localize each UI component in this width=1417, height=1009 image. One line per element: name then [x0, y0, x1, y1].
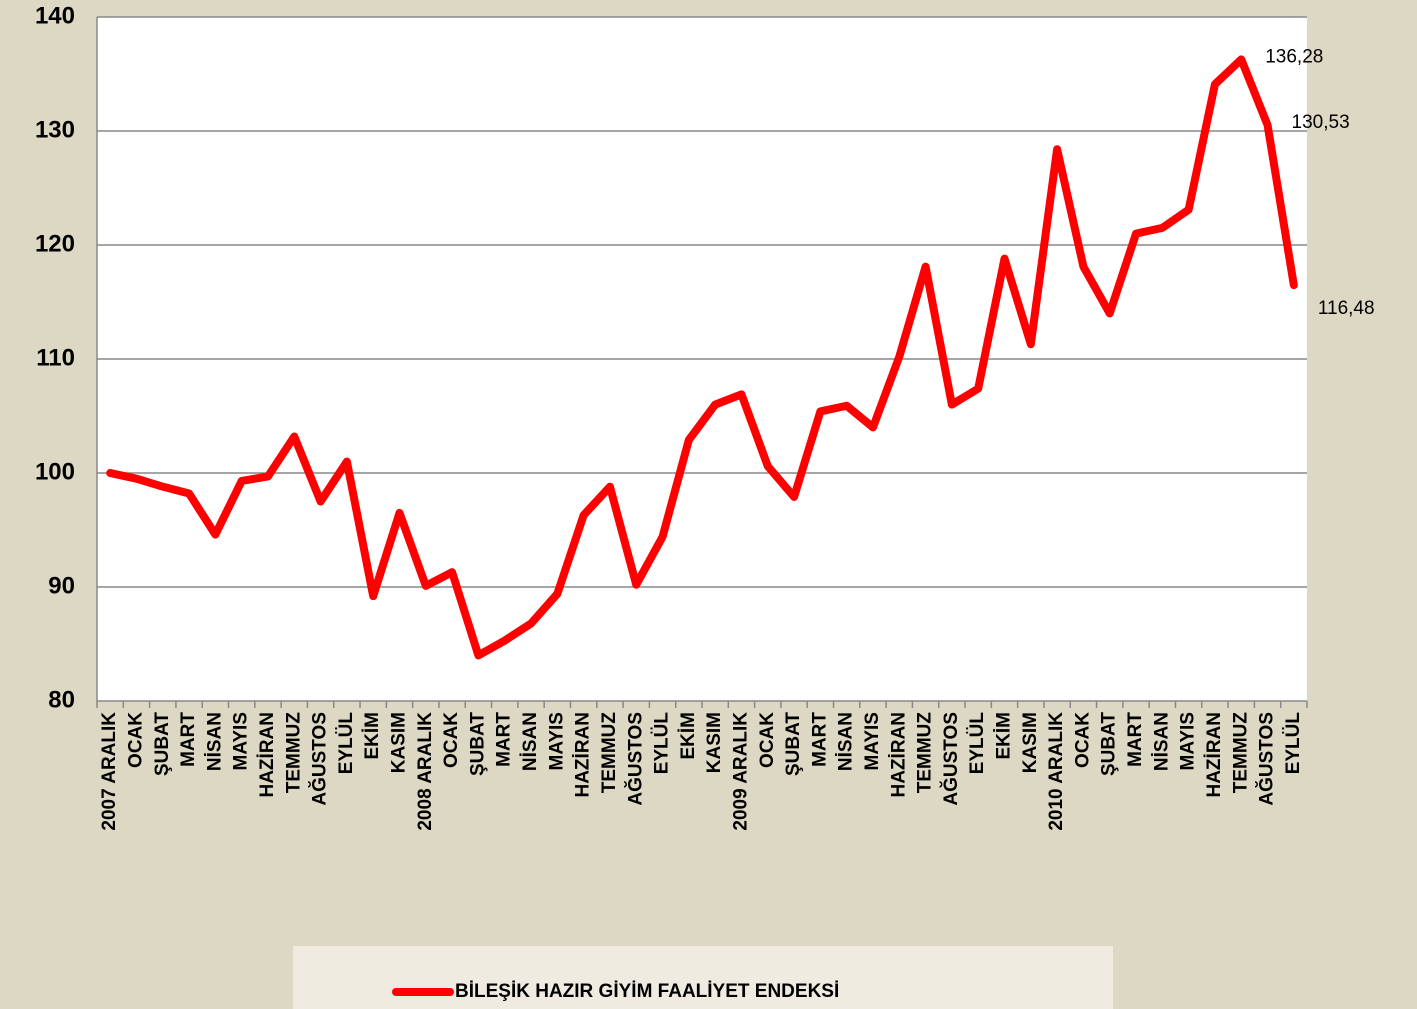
x-tick-label: OCAK [757, 712, 778, 768]
x-tick-label: NİSAN [1151, 712, 1172, 771]
data-line [106, 55, 1298, 660]
y-tick-label: 120 [35, 230, 75, 257]
x-tick-label: ŞUBAT [152, 712, 173, 776]
x-tick-label: AĞUSTOS [624, 712, 646, 806]
x-tick-label: KASIM [389, 712, 410, 773]
x-tick-label: MAYIS [862, 712, 883, 770]
x-tick-label: HAZİRAN [573, 712, 594, 798]
x-tick-label: AĞUSTOS [940, 712, 962, 806]
x-tick-label: MAYIS [546, 712, 567, 770]
data-label: 130,53 [1292, 112, 1350, 133]
x-tick-label: EKİM [362, 712, 383, 760]
y-tick-label: 110 [36, 344, 75, 371]
x-tick-label: KASIM [704, 712, 725, 773]
x-tick-label: EYLÜL [1283, 712, 1304, 775]
x-tick-label: NİSAN [204, 712, 225, 771]
x-tick-label: TEMMUZ [915, 712, 936, 794]
x-tick-label: 2007 ARALIK [99, 712, 120, 831]
x-tick-label: ŞUBAT [467, 712, 488, 776]
y-tick-label: 130 [35, 116, 75, 143]
x-tick-label: MAYIS [231, 712, 252, 770]
y-tick-label: 80 [48, 686, 75, 713]
x-tick-label: ŞUBAT [783, 712, 804, 776]
x-tick-label: EYLÜL [967, 712, 988, 775]
x-tick-label: KASIM [1020, 712, 1041, 773]
data-label: 136,28 [1265, 46, 1323, 67]
x-tick-label: MART [494, 712, 515, 767]
x-tick-label: HAZİRAN [257, 712, 278, 798]
x-tick-label: EKİM [994, 712, 1015, 760]
x-tick-label: HAZİRAN [888, 712, 909, 798]
data-label: 116,48 [1318, 298, 1375, 319]
x-tick-label: EYLÜL [336, 712, 357, 775]
legend-label: BİLEŞİK HAZIR GİYİM FAALİYET ENDEKSİ [455, 981, 839, 1002]
x-tick-label: AĞUSTOS [1256, 712, 1278, 806]
x-tick-label: OCAK [441, 712, 462, 768]
x-tick-label: MART [1125, 712, 1146, 767]
x-tick-label: 2009 ARALIK [730, 712, 751, 831]
x-tick-label: NİSAN [836, 712, 857, 771]
x-tick-label: MART [178, 712, 199, 767]
x-tick-label: 2010 ARALIK [1046, 712, 1067, 831]
x-tick-label: AĞUSTOS [309, 712, 331, 806]
x-tick-label: TEMMUZ [1230, 712, 1251, 794]
x-tick-label: HAZİRAN [1204, 712, 1225, 798]
x-tick-label: EKİM [678, 712, 699, 760]
legend-box [293, 946, 1113, 1009]
x-tick-label: NİSAN [520, 712, 541, 771]
x-tick-label: TEMMUZ [599, 712, 620, 794]
x-tick-label: TEMMUZ [283, 712, 304, 794]
x-tick-label: ŞUBAT [1099, 712, 1120, 776]
y-tick-label: 100 [35, 458, 75, 485]
x-tick-label: MAYIS [1178, 712, 1199, 770]
y-tick-label: 90 [48, 572, 75, 599]
y-tick-label: 140 [35, 2, 75, 29]
x-tick-label: OCAK [125, 712, 146, 768]
x-tick-label: MART [809, 712, 830, 767]
x-tick-label: EYLÜL [652, 712, 673, 775]
x-tick-label: 2008 ARALIK [415, 712, 436, 831]
x-tick-label: OCAK [1072, 712, 1093, 768]
